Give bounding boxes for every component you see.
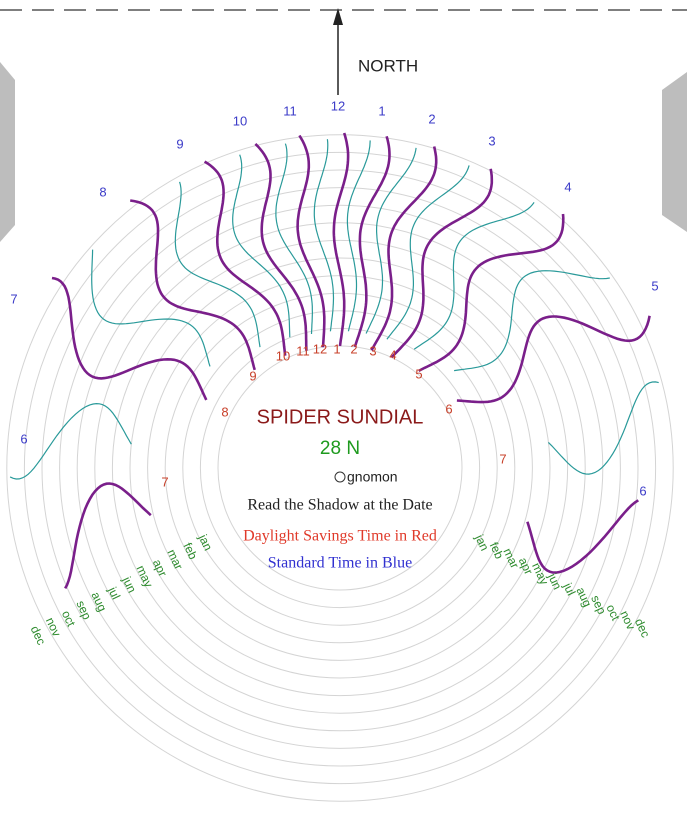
- standard-hour-label: 3: [488, 133, 495, 148]
- month-label: dec: [632, 616, 653, 639]
- date-ring: [76, 204, 604, 732]
- dst-hour-label: 8: [221, 404, 228, 419]
- hour-line: [365, 147, 417, 334]
- date-ring: [6, 134, 674, 802]
- date-ring: [164, 292, 516, 644]
- north-label: NORTH: [358, 56, 418, 75]
- standard-hour-label: 4: [564, 179, 571, 194]
- dst-hour-label: 3: [369, 343, 376, 358]
- standard-hour-label: 6: [639, 483, 646, 498]
- date-ring: [129, 257, 551, 679]
- date-ring: [94, 222, 586, 714]
- month-label: feb: [180, 541, 200, 562]
- hour-line: [203, 160, 287, 356]
- month-label: oct: [59, 608, 79, 629]
- date-ring: [111, 239, 569, 697]
- hour-line: [9, 402, 132, 480]
- month-label: jun: [119, 574, 139, 595]
- date-ring: [147, 275, 533, 661]
- month-label: apr: [150, 557, 170, 579]
- month-label: apr: [516, 555, 536, 577]
- hour-line: [91, 249, 211, 367]
- hour-line: [390, 168, 494, 359]
- hour-line: [174, 181, 261, 348]
- month-label: dec: [28, 624, 49, 647]
- standard-hour-label: 5: [651, 278, 658, 293]
- title: SPIDER SUNDIAL: [257, 406, 424, 428]
- hour-line: [51, 276, 208, 401]
- hour-line: [346, 140, 371, 332]
- standard-hour-label: 1: [378, 103, 385, 118]
- hour-line: [64, 482, 152, 590]
- hour-line: [332, 132, 350, 347]
- standard-hour-label: 9: [176, 136, 183, 151]
- hour-line: [418, 213, 565, 373]
- dst-hour-label: 7: [499, 451, 506, 466]
- hour-line: [413, 202, 535, 350]
- hour-line: [254, 142, 308, 351]
- hour-line: [296, 134, 326, 348]
- dst-hour-label: 1: [333, 341, 340, 356]
- month-label: jul: [560, 580, 578, 598]
- gnomon-label: gnomon: [347, 469, 398, 485]
- standard-hour-label: 2: [428, 111, 435, 126]
- hour-line: [232, 154, 291, 338]
- arrow-head: [333, 8, 343, 25]
- month-label: jul: [105, 584, 123, 602]
- dst-hour-label: 9: [249, 368, 256, 383]
- dst-hour-label: 6: [445, 401, 452, 416]
- month-label: feb: [487, 540, 507, 561]
- standard-hour-label: 11: [283, 103, 297, 118]
- dst-hour-label: 11: [296, 343, 310, 358]
- date-ring: [23, 151, 657, 785]
- instructions: Read the Shadow at the Date: [247, 497, 432, 514]
- standard-hour-label: 8: [99, 184, 106, 199]
- month-label: jun: [545, 570, 565, 591]
- dst-hour-label: 2: [350, 341, 357, 356]
- hour-line: [547, 381, 659, 475]
- hour-line: [353, 135, 391, 348]
- standard-note: Standard Time in Blue: [268, 555, 412, 572]
- hour-line: [370, 146, 438, 351]
- dst-hour-label: 7: [161, 474, 168, 489]
- hour-line: [526, 499, 639, 574]
- gnomon-mark: [334, 471, 346, 483]
- dst-hour-label: 10: [276, 348, 290, 363]
- side-block: [0, 62, 15, 242]
- standard-hour-label: 10: [233, 113, 247, 128]
- hour-line: [130, 199, 256, 371]
- dst-hour-label: 12: [313, 341, 327, 356]
- dst-note: Daylight Savings Time in Red: [243, 528, 437, 545]
- latitude: 28 N: [320, 438, 360, 459]
- date-ring: [41, 169, 639, 767]
- hour-line: [275, 143, 314, 335]
- side-block: [662, 72, 687, 232]
- hour-line: [454, 270, 610, 372]
- date-ring: [199, 327, 481, 609]
- hour-line: [313, 139, 335, 332]
- dst-hour-label: 4: [389, 347, 396, 362]
- month-label: jan: [195, 531, 215, 552]
- hour-line: [386, 165, 470, 340]
- standard-hour-label: 7: [10, 291, 17, 306]
- month-label: oct: [603, 602, 623, 623]
- date-ring: [182, 310, 498, 626]
- standard-hour-label: 12: [331, 98, 345, 113]
- dst-hour-label: 5: [415, 366, 422, 381]
- standard-hour-label: 6: [20, 431, 27, 446]
- hour-line: [456, 315, 651, 404]
- date-ring: [59, 187, 621, 749]
- month-label: jan: [472, 532, 492, 553]
